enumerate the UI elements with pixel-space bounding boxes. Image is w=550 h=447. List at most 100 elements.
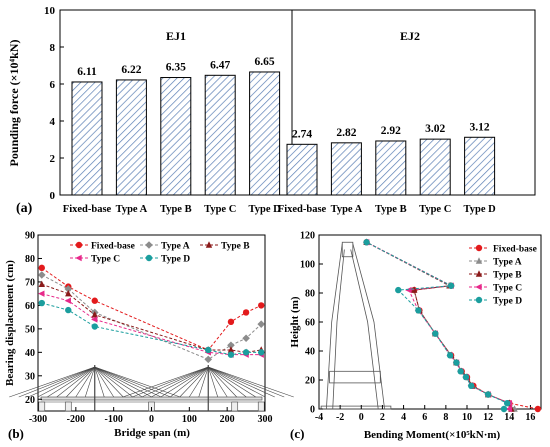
x-tick-label: 0: [149, 414, 154, 425]
cable: [37, 366, 95, 398]
bar: [249, 71, 281, 196]
cable: [207, 366, 228, 398]
y-axis-label: Bearing displacement (cm): [4, 260, 16, 386]
x-category-label: Type A: [116, 204, 148, 215]
cable: [141, 366, 209, 398]
bar-value-label: 2.82: [336, 127, 356, 139]
y-tick-label: 120: [300, 231, 315, 242]
data-point: [405, 286, 412, 294]
pylon-leg-inner: [332, 249, 345, 410]
data-point: [38, 299, 45, 307]
x-category-label: Type D: [249, 204, 282, 215]
legend-marker: [475, 283, 482, 291]
pylon-leg: [352, 243, 385, 410]
bar-value-label: 2.92: [381, 125, 401, 137]
legend-marker: [205, 241, 213, 248]
cable: [75, 366, 96, 398]
data-point: [204, 355, 213, 364]
bar-value-label: 3.02: [425, 123, 445, 135]
bar-value-label: 6.65: [255, 56, 275, 68]
group-title: EJ1: [166, 29, 186, 43]
data-point: [227, 318, 235, 326]
bar-value-label: 6.35: [166, 62, 186, 74]
x-tick-label: -100: [104, 414, 122, 425]
series: [37, 264, 266, 364]
legend-marker: [145, 254, 153, 262]
cable: [94, 366, 152, 398]
cable: [56, 366, 95, 398]
series-line: [41, 267, 262, 351]
cable: [208, 366, 256, 398]
cable: [208, 366, 275, 398]
pier: [64, 401, 72, 412]
legend-label: Type A: [161, 242, 190, 252]
cable: [151, 366, 209, 398]
legend-label: Type C: [493, 284, 522, 294]
series-line: [41, 283, 262, 353]
legend-label: Fixed-base: [493, 245, 537, 255]
deck: [40, 396, 263, 401]
y-tick-label: 6: [50, 79, 56, 91]
data-point: [205, 346, 212, 354]
y-tick-label: 50: [25, 324, 35, 335]
data-point: [415, 307, 422, 314]
x-tick-label: 16: [525, 412, 535, 423]
y-tick-label: 70: [25, 277, 35, 288]
cable: [94, 366, 143, 398]
data-point: [503, 400, 511, 407]
series-line: [366, 241, 510, 409]
y-tick-label: 30: [25, 371, 35, 382]
data-point: [395, 286, 402, 294]
data-point: [91, 323, 98, 330]
data-point: [257, 320, 266, 328]
x-tick-label: -300: [29, 414, 47, 425]
y-tick-label: 90: [25, 231, 35, 242]
cable: [132, 366, 209, 398]
legend: Fixed-base Type A Type B Type C Type D: [469, 245, 537, 307]
cable: [208, 366, 237, 398]
y-tick-label: 40: [305, 347, 315, 358]
bar: [464, 136, 496, 196]
bar: [71, 81, 103, 196]
cable: [122, 366, 209, 398]
bar: [375, 140, 407, 196]
pier: [38, 401, 46, 412]
data-point: [64, 297, 71, 304]
legend-marker: [475, 270, 483, 277]
legend-marker: [75, 241, 83, 249]
x-category-label: Type C: [419, 204, 451, 215]
cable: [94, 366, 181, 398]
cable: [18, 366, 95, 398]
cable: [198, 366, 209, 398]
cable: [208, 366, 285, 398]
cable: [179, 366, 209, 398]
pylon-leg-inner: [350, 249, 379, 410]
pier: [231, 401, 239, 412]
bar: [419, 138, 451, 196]
y-tick-label: 0: [310, 405, 315, 416]
y-tick-label: 8: [50, 42, 56, 54]
legend-label: Type D: [161, 255, 190, 265]
x-category-label: Fixed-base: [63, 204, 112, 215]
data-point: [91, 316, 98, 323]
line-chart-bending-moment: 0 20 40 60 80 100 120 -4 -2 0 2 4 6 8 10 12 14 16 Fixed-b…: [289, 231, 542, 441]
data-point: [38, 290, 45, 297]
legend-marker: [75, 254, 82, 262]
bar-value-label: 6.11: [77, 66, 97, 78]
data-point: [242, 349, 250, 356]
cable: [94, 366, 133, 398]
cable-stayed-bridge-drawing: [9, 365, 294, 412]
y-tick-label: 20: [25, 395, 35, 406]
cable: [170, 366, 209, 398]
line-chart-bearing-displacement: 20 30 40 50 60 70 80 90 -300 -200 -100 0 100 200 300 F…: [4, 231, 294, 441]
data-point: [227, 346, 235, 353]
legend-label: Type C: [91, 255, 120, 265]
legend-label: Type A: [493, 258, 522, 268]
bar: [286, 143, 318, 196]
series-line: [366, 241, 508, 410]
x-axis-label: Bridge span (m): [114, 427, 190, 439]
bar-value-label: 3.12: [470, 121, 490, 133]
x-tick-label: 8: [443, 412, 448, 423]
x-tick-label: 2: [380, 412, 385, 423]
cable: [188, 366, 209, 398]
